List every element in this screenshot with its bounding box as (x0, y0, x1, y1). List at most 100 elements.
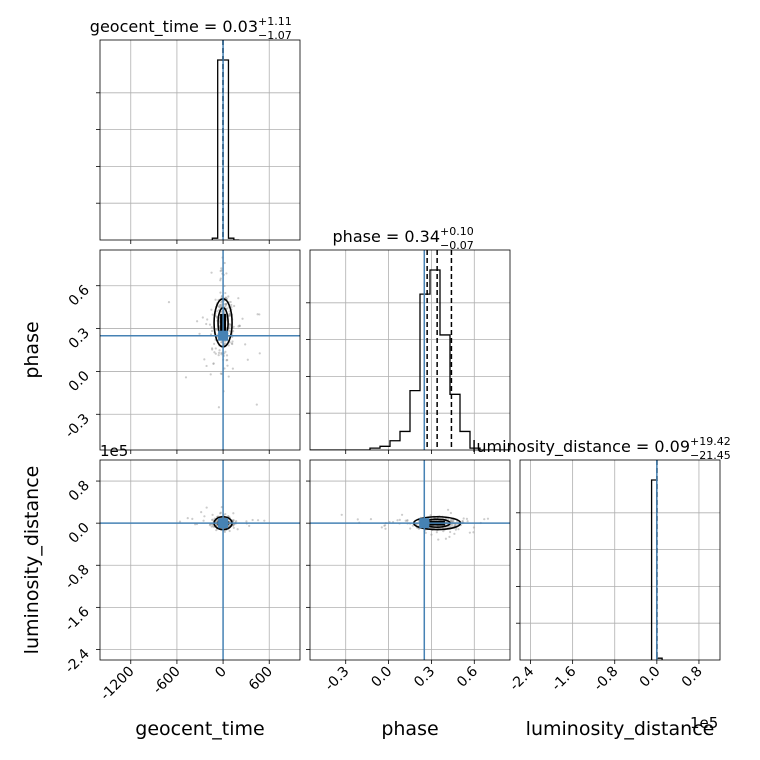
sample-point (241, 317, 244, 320)
sample-point (232, 526, 235, 529)
panel-frame (309, 459, 511, 661)
sample-point (449, 511, 453, 515)
x-tick-label: -600 (150, 664, 184, 698)
panel-geocent_time-vs-phase: -0.3 0.0 0.3 0.6 (62, 249, 301, 454)
sample-point (398, 518, 401, 521)
panel-frame (99, 249, 301, 451)
sample-point (228, 312, 232, 315)
title-main: phase = 0.34 (333, 227, 440, 246)
sample-point (226, 358, 229, 362)
sample-point (233, 304, 236, 308)
x-tick-label: 0 (212, 664, 230, 682)
sample-point (205, 322, 208, 326)
panel-frame (99, 459, 301, 661)
sample-point (263, 519, 266, 522)
sample-point (217, 351, 221, 354)
x-tick-label: -1.6 (549, 663, 580, 694)
sample-point (520, 520, 522, 522)
sample-point (225, 354, 229, 357)
sample-point (228, 314, 231, 317)
sample-point (406, 519, 409, 522)
sample-point (198, 332, 201, 335)
sample-point (211, 313, 214, 316)
sample-point (224, 512, 227, 516)
sample-point (232, 512, 235, 515)
sample-point (218, 349, 221, 352)
sample-point (340, 513, 343, 516)
sample-point (210, 271, 213, 274)
sample-point (231, 340, 234, 343)
sample-point (205, 506, 208, 509)
x-axis-label-luminosity-distance: luminosity_distance (526, 718, 715, 740)
title-minus: −1.07 (258, 29, 292, 42)
sample-point (472, 531, 475, 534)
sample-point (236, 528, 239, 531)
sample-point (214, 352, 217, 355)
sample-point (383, 524, 387, 527)
sample-point (178, 520, 182, 523)
sample-point (227, 295, 230, 298)
sample-point (451, 524, 454, 528)
sample-point (424, 531, 427, 534)
grid-lines (100, 250, 300, 450)
sample-point (230, 303, 233, 307)
panel-phase-vs-luminosity_distance: -0.3 0.0 0.3 0.6 (306, 459, 522, 694)
sample-point (483, 518, 486, 521)
title-plus: +19.42 (690, 435, 731, 448)
sample-point (472, 526, 476, 529)
sample-point (215, 310, 219, 313)
sample-point (214, 328, 218, 331)
sample-point (486, 517, 490, 520)
sample-point (219, 511, 222, 514)
sample-point (224, 350, 227, 353)
sample-point (212, 362, 215, 365)
sample-point (186, 517, 189, 520)
sample-point (516, 515, 518, 517)
sample-point (450, 520, 453, 523)
sample-point (219, 269, 222, 273)
sample-point (465, 517, 469, 520)
sample-point (258, 313, 261, 316)
sample-point (224, 291, 227, 295)
sample-point (201, 316, 204, 319)
sample-point (258, 352, 261, 355)
panel-geocent_time-hist: geocent_time = 0.03 +1.11−1.07 (90, 15, 301, 244)
title-luminosity_distance: luminosity_distance = 0.09 +19.42−21.45 (472, 435, 731, 462)
y-offset-text: 1e5 (100, 442, 128, 460)
sample-point (203, 358, 206, 361)
x-tick-label: 0.3 (411, 664, 438, 691)
panel-luminosity_distance-hist: luminosity_distance = 0.09 +19.42−21.45 -2… (472, 435, 731, 694)
sample-point (462, 517, 465, 520)
sample-point (244, 343, 247, 346)
y-tick-label: 0.6 (66, 282, 93, 309)
sample-point (380, 526, 383, 529)
y-tick-label: -0.3 (62, 411, 93, 442)
sample-point (453, 532, 456, 535)
sample-point (251, 518, 254, 522)
sample-point (219, 291, 222, 294)
y-tick-label: -0.8 (62, 562, 93, 593)
x-tick-label: -2.4 (507, 663, 538, 694)
truth-marker (419, 518, 430, 529)
x-tick-label: 0.0 (637, 664, 664, 691)
sample-point (223, 310, 226, 314)
sample-point (256, 313, 259, 316)
sample-point (225, 272, 228, 275)
sample-point (211, 348, 214, 351)
sample-point (430, 533, 433, 536)
sample-point (219, 277, 222, 280)
grid-lines (100, 40, 300, 240)
sample-point (217, 305, 220, 308)
title-main: luminosity_distance = 0.09 (472, 437, 690, 457)
title-plus: +1.11 (258, 15, 292, 28)
truth-marker (218, 330, 229, 341)
truth-marker (218, 518, 229, 529)
sample-point (448, 535, 451, 538)
histogram-phase (310, 269, 510, 450)
sample-point (210, 326, 213, 329)
sample-point (429, 514, 432, 517)
title-main: geocent_time = 0.03 (90, 17, 258, 37)
sample-point (219, 279, 222, 282)
sample-point (223, 367, 226, 370)
panel-phase-hist: phase = 0.34 +0.10−0.07 (306, 225, 511, 454)
